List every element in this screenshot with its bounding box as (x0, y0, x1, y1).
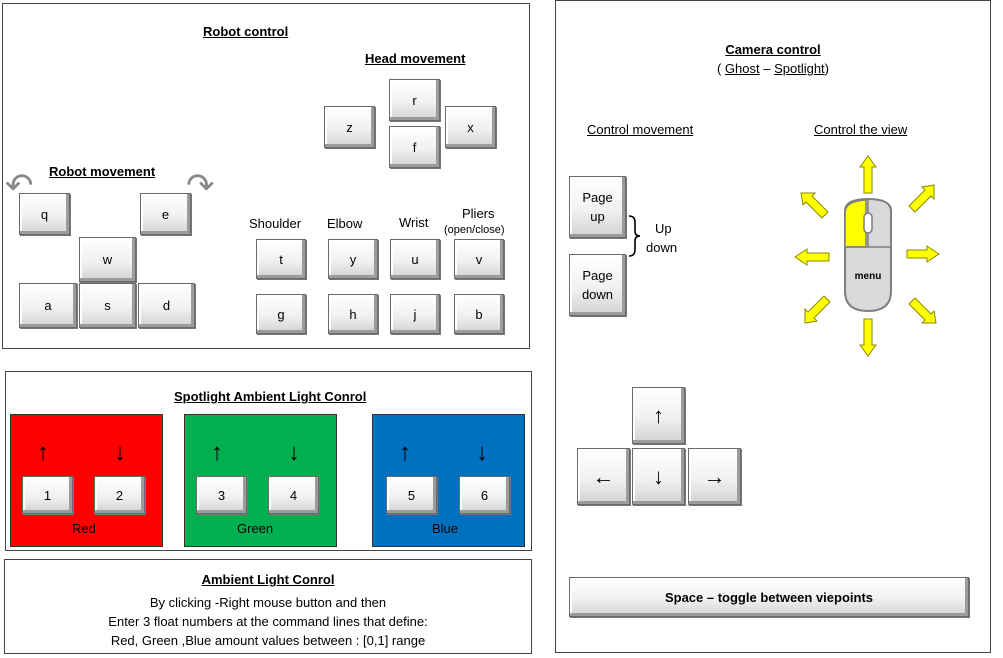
key-4[interactable]: 4 (268, 476, 319, 514)
key-b[interactable]: b (454, 294, 504, 334)
green-down-arrow: ↓ (288, 439, 300, 466)
key-h[interactable]: h (328, 294, 378, 334)
key-2[interactable]: 2 (94, 476, 145, 514)
subtitle-open: ( (716, 61, 725, 76)
ambient-panel: Ambient Light Conrol By clicking -Right … (4, 559, 532, 654)
blue-up-arrow: ↑ (399, 439, 411, 466)
page-up-line-1: Page (582, 190, 613, 205)
key-d[interactable]: d (138, 283, 195, 328)
camera-subtitle: ( Ghost – Spotlight) (556, 61, 990, 76)
arrow-up-icon (859, 155, 877, 194)
camera-title: Camera control (725, 42, 821, 57)
red-down-arrow: ↓ (114, 439, 126, 466)
key-e[interactable]: e (140, 193, 191, 235)
key-v[interactable]: v (454, 239, 504, 279)
key-page-down[interactable]: Page down (569, 254, 626, 316)
key-6[interactable]: 6 (459, 476, 510, 514)
updown-line-2: down (646, 240, 678, 255)
page-down-line-1: Page (582, 268, 613, 283)
red-group: ↑ ↓ 1 2 Red (10, 414, 163, 547)
head-movement-title: Head movement (365, 51, 466, 66)
mouse-menu-label: menu (855, 271, 882, 282)
key-j[interactable]: j (390, 294, 440, 334)
ghost-mode-link[interactable]: Ghost (724, 61, 760, 76)
key-s[interactable]: s (79, 283, 136, 328)
key-arrow-right[interactable]: → (688, 448, 741, 505)
updown-line-1: Up (655, 221, 672, 236)
key-g[interactable]: g (256, 294, 306, 334)
wrist-label: Wrist (399, 215, 429, 230)
green-group: ↑ ↓ 3 4 Green (184, 414, 337, 547)
page-down-line-2: down (581, 287, 614, 302)
key-r[interactable]: r (389, 79, 440, 121)
key-u[interactable]: u (390, 239, 440, 279)
key-page-up[interactable]: Page up (569, 176, 626, 238)
key-f[interactable]: f (389, 126, 440, 168)
page-up-line-2: up (590, 209, 605, 224)
mouse-left-button-icon (844, 199, 867, 248)
key-arrow-down[interactable]: ↓ (632, 448, 685, 505)
red-up-arrow: ↑ (37, 439, 49, 466)
key-arrow-left[interactable]: ← (577, 448, 630, 505)
control-movement-label: Control movement (587, 122, 694, 137)
ambient-line-3: Red, Green ,Blue amount values between :… (110, 633, 426, 648)
blue-label: Blue (432, 521, 459, 536)
arrow-down-left-icon (804, 295, 831, 324)
spotlight-panel: Spotlight Ambient Light Conrol ↑ ↓ 1 2 R… (5, 371, 532, 551)
green-label: Green (237, 521, 274, 536)
shoulder-label: Shoulder (249, 216, 302, 231)
key-arrow-up[interactable]: ↑ (632, 387, 685, 444)
key-q[interactable]: q (19, 193, 70, 235)
pliers-label: Pliers (462, 206, 495, 221)
ambient-line-1: By clicking -Right mouse button and then (149, 595, 387, 610)
mouse-view-diagram: menu (794, 155, 940, 357)
arrow-left-icon (794, 248, 830, 266)
elbow-label: Elbow (327, 216, 363, 231)
ambient-line-2: Enter 3 float numbers at the command lin… (108, 614, 428, 629)
blue-group: ↑ ↓ 5 6 Blue (372, 414, 525, 547)
arrow-right-icon (906, 245, 940, 263)
robot-control-panel: Robot control Head movement r z x f Robo… (2, 3, 530, 349)
key-z[interactable]: z (324, 106, 375, 148)
key-space[interactable]: Space – toggle between viepoints (569, 577, 969, 617)
key-1[interactable]: 1 (22, 476, 73, 514)
blue-down-arrow: ↓ (476, 439, 488, 466)
arrow-up-left-icon (800, 192, 829, 219)
pliers-note: (open/close) (444, 224, 505, 236)
red-label: Red (72, 521, 96, 536)
spotlight-mode-link[interactable]: Spotlight (774, 61, 825, 76)
brace-icon (628, 215, 641, 257)
arrow-down-icon (859, 318, 877, 357)
key-y[interactable]: y (328, 239, 378, 279)
subtitle-dash: – (759, 61, 775, 76)
key-t[interactable]: t (256, 239, 306, 279)
control-view-label: Control the view (814, 122, 908, 137)
key-3[interactable]: 3 (196, 476, 247, 514)
camera-control-panel: Camera control ( Ghost – Spotlight) Cont… (555, 0, 991, 653)
arrow-up-right-icon (908, 184, 935, 213)
mouse-wheel-icon (863, 212, 873, 234)
key-a[interactable]: a (19, 283, 77, 328)
arrow-down-right-icon (908, 297, 937, 324)
green-up-arrow: ↑ (211, 439, 223, 466)
key-5[interactable]: 5 (386, 476, 437, 514)
key-x[interactable]: x (445, 106, 496, 148)
robot-movement-title: Robot movement (49, 164, 156, 179)
subtitle-close: ) (824, 61, 830, 76)
spotlight-title: Spotlight Ambient Light Conrol (174, 389, 367, 404)
ambient-title: Ambient Light Conrol (201, 572, 335, 587)
key-w[interactable]: w (79, 237, 136, 282)
robot-control-title: Robot control (203, 24, 289, 39)
